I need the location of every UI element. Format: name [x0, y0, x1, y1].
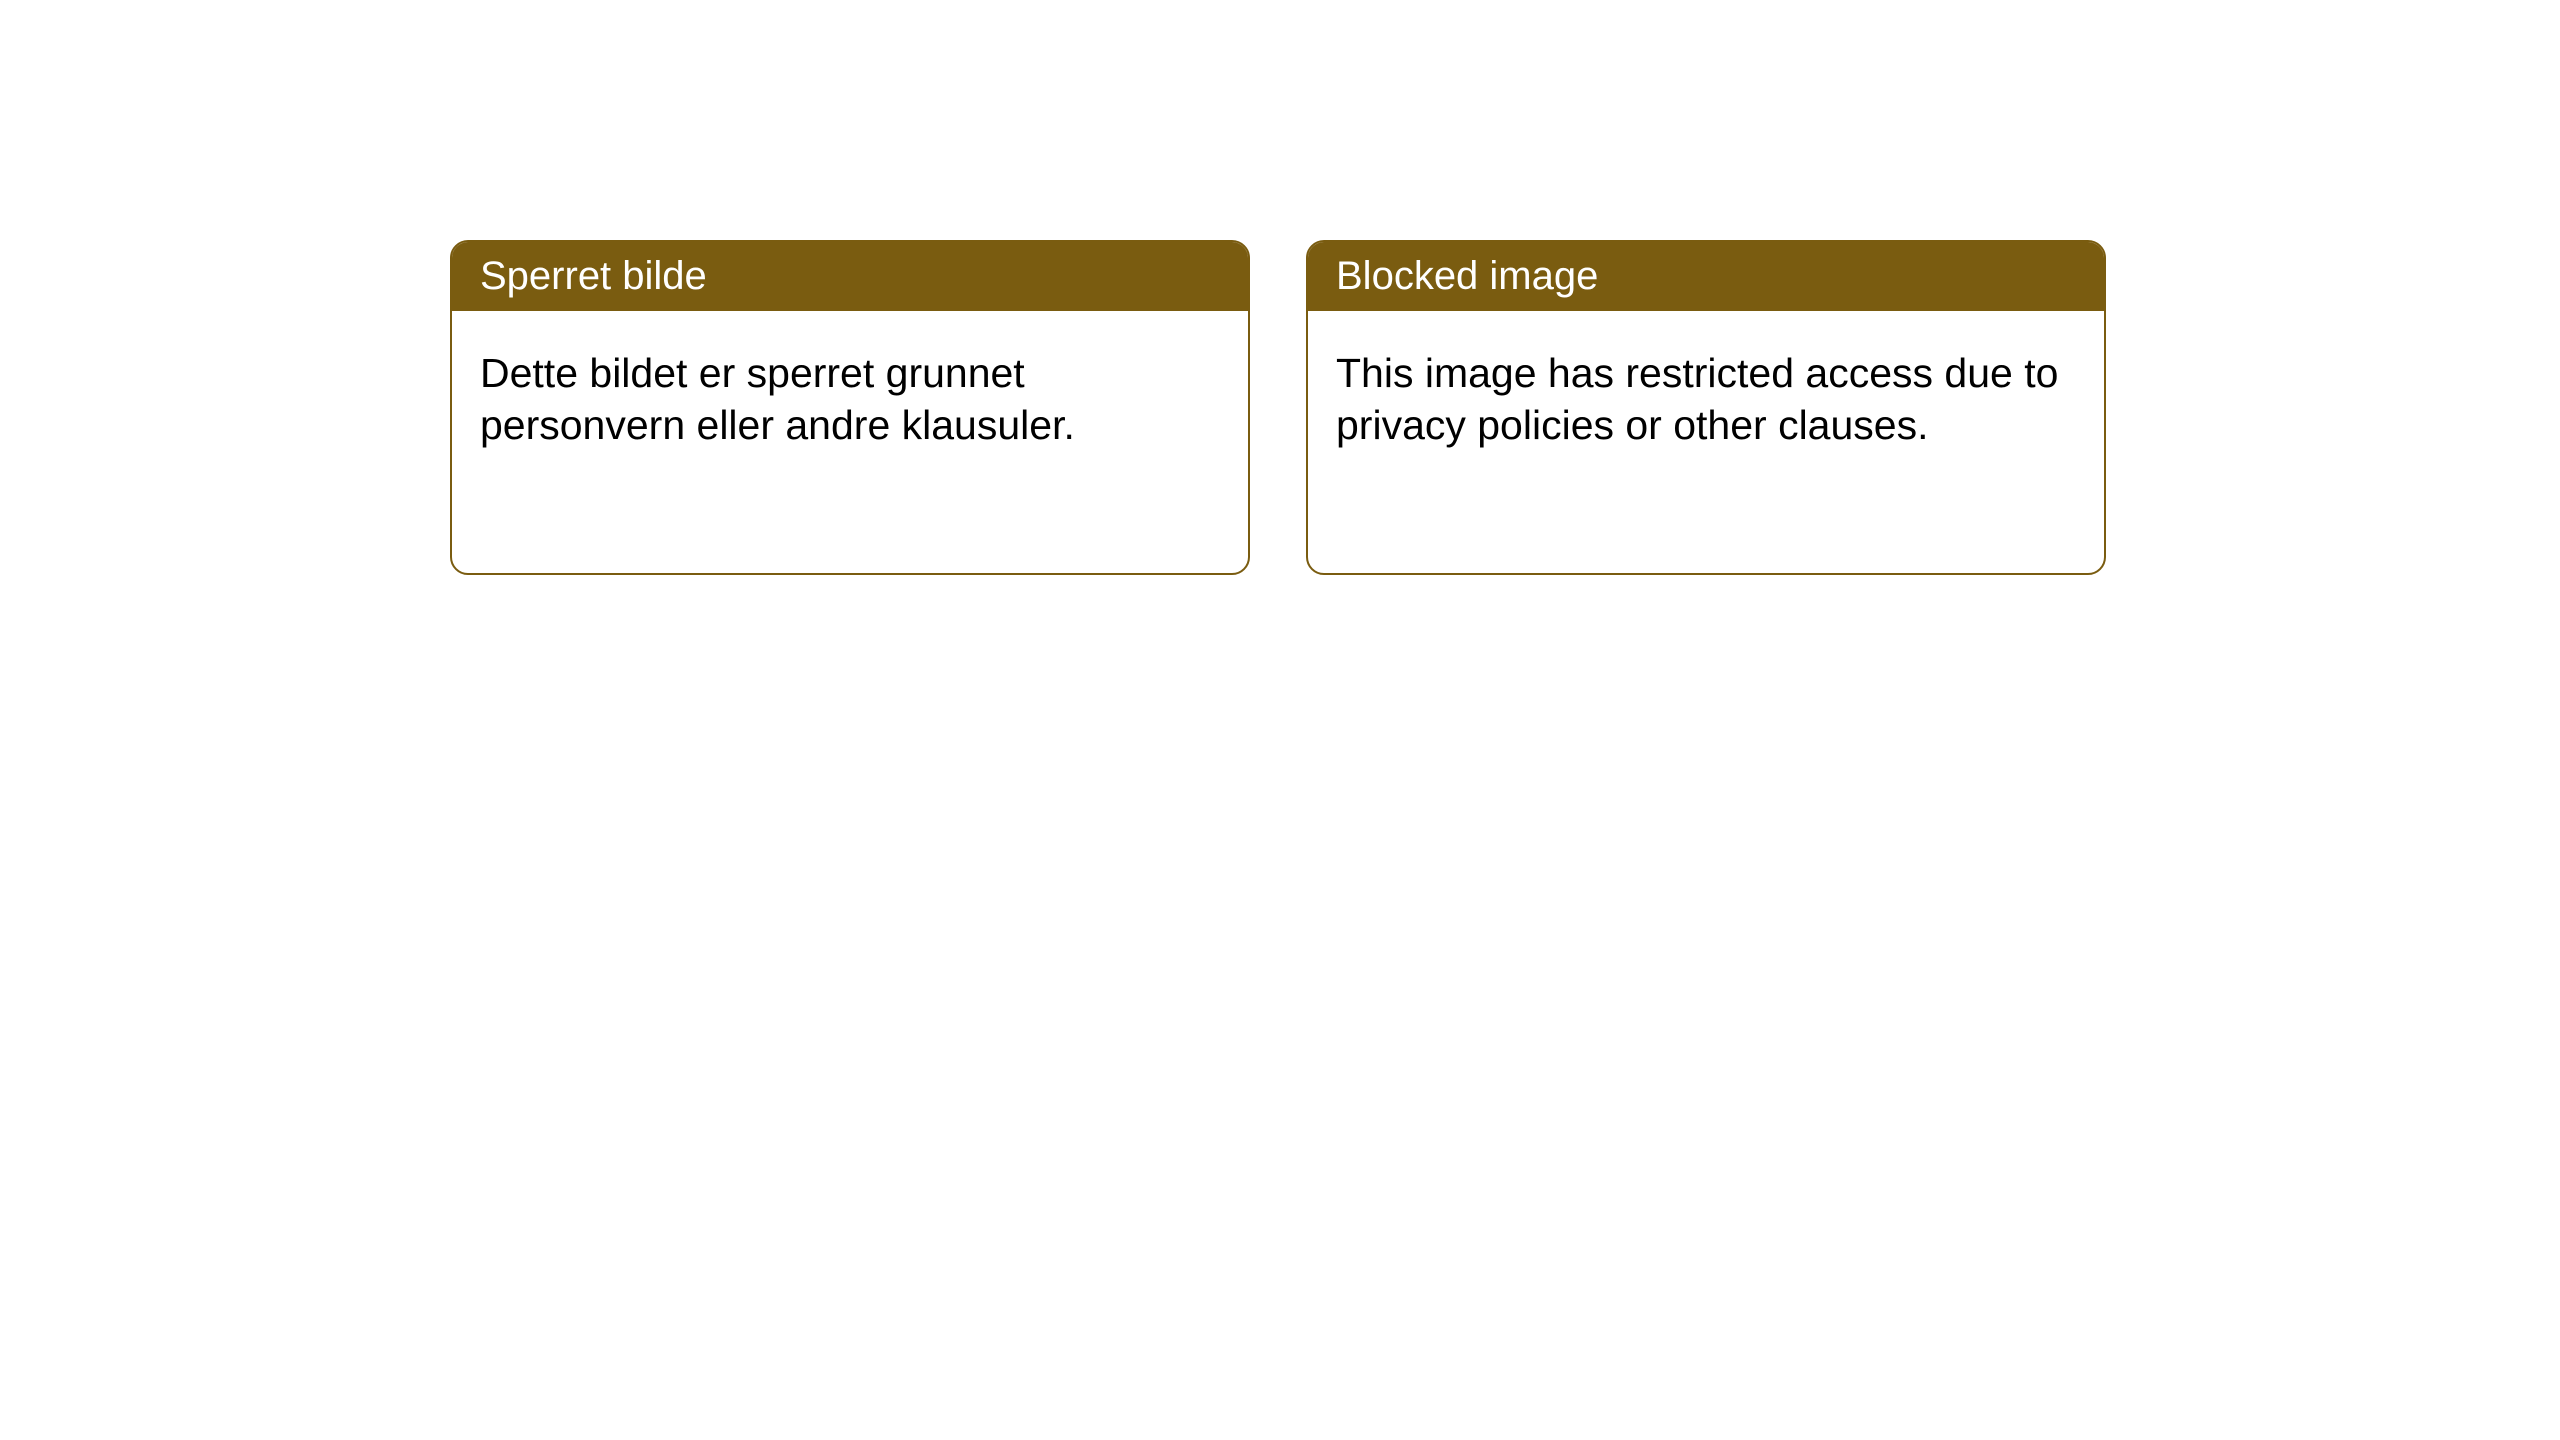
- notice-box-norwegian: Sperret bilde Dette bildet er sperret gr…: [450, 240, 1250, 575]
- notice-container: Sperret bilde Dette bildet er sperret gr…: [0, 0, 2560, 575]
- notice-box-english: Blocked image This image has restricted …: [1306, 240, 2106, 575]
- notice-body-text: This image has restricted access due to …: [1336, 350, 2058, 448]
- notice-title: Sperret bilde: [480, 254, 707, 298]
- notice-title: Blocked image: [1336, 254, 1598, 298]
- notice-header: Blocked image: [1308, 242, 2104, 311]
- notice-body: Dette bildet er sperret grunnet personve…: [452, 311, 1248, 488]
- notice-header: Sperret bilde: [452, 242, 1248, 311]
- notice-body-text: Dette bildet er sperret grunnet personve…: [480, 350, 1075, 448]
- notice-body: This image has restricted access due to …: [1308, 311, 2104, 488]
